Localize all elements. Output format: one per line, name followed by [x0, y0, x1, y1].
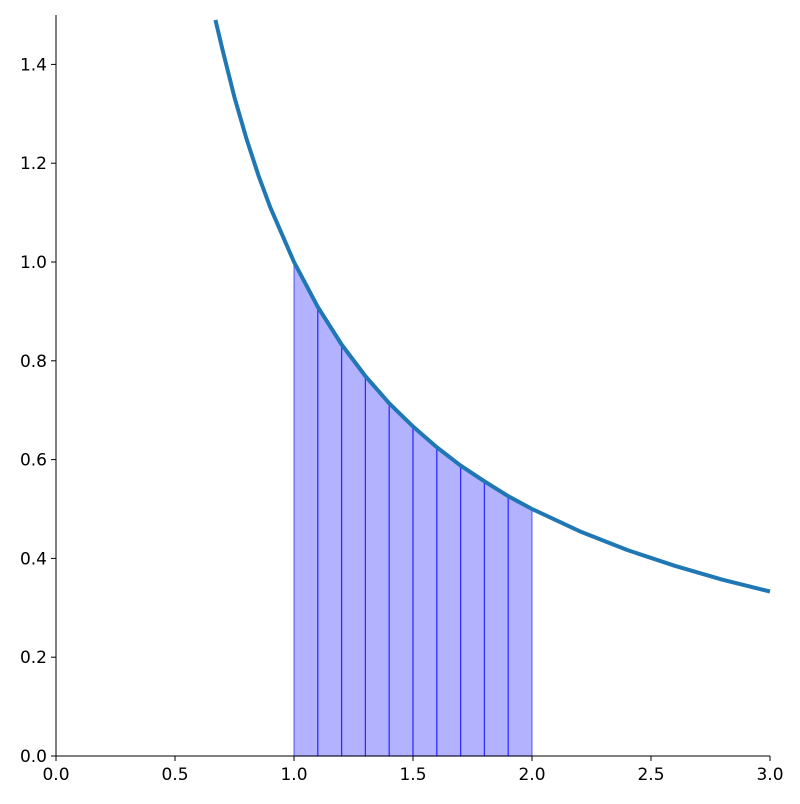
y-tick-label: 1.4 — [20, 55, 47, 75]
y-tick-label: 1.2 — [20, 154, 47, 174]
trapezoid — [293, 261, 319, 757]
x-tick-label: 2.5 — [637, 765, 664, 785]
trapezoid — [388, 401, 414, 757]
trapezoid — [412, 425, 438, 757]
y-tick-label: 0.6 — [20, 451, 47, 471]
x-tick-label: 1.5 — [399, 765, 426, 785]
x-tick-label: 3.0 — [756, 765, 783, 785]
trapezoid — [317, 304, 343, 757]
trapezoid — [507, 495, 533, 757]
trapezoid — [436, 446, 462, 757]
x-tick-label: 2.0 — [518, 765, 545, 785]
y-tick-label: 0.0 — [20, 747, 47, 767]
y-tick-label: 0.4 — [20, 549, 47, 569]
x-tick-label: 1.0 — [280, 765, 307, 785]
x-tick-label: 0.0 — [42, 765, 69, 785]
y-tick-label: 0.2 — [20, 648, 47, 668]
trapezoid — [364, 374, 390, 757]
trapezoid — [341, 342, 366, 757]
y-tick-label: 1.0 — [20, 253, 47, 273]
y-tick-label: 0.8 — [20, 352, 47, 372]
curve — [213, 19, 771, 594]
x-tick-label: 0.5 — [161, 765, 188, 785]
trapezoid — [460, 464, 485, 757]
trapezoid — [483, 480, 509, 757]
